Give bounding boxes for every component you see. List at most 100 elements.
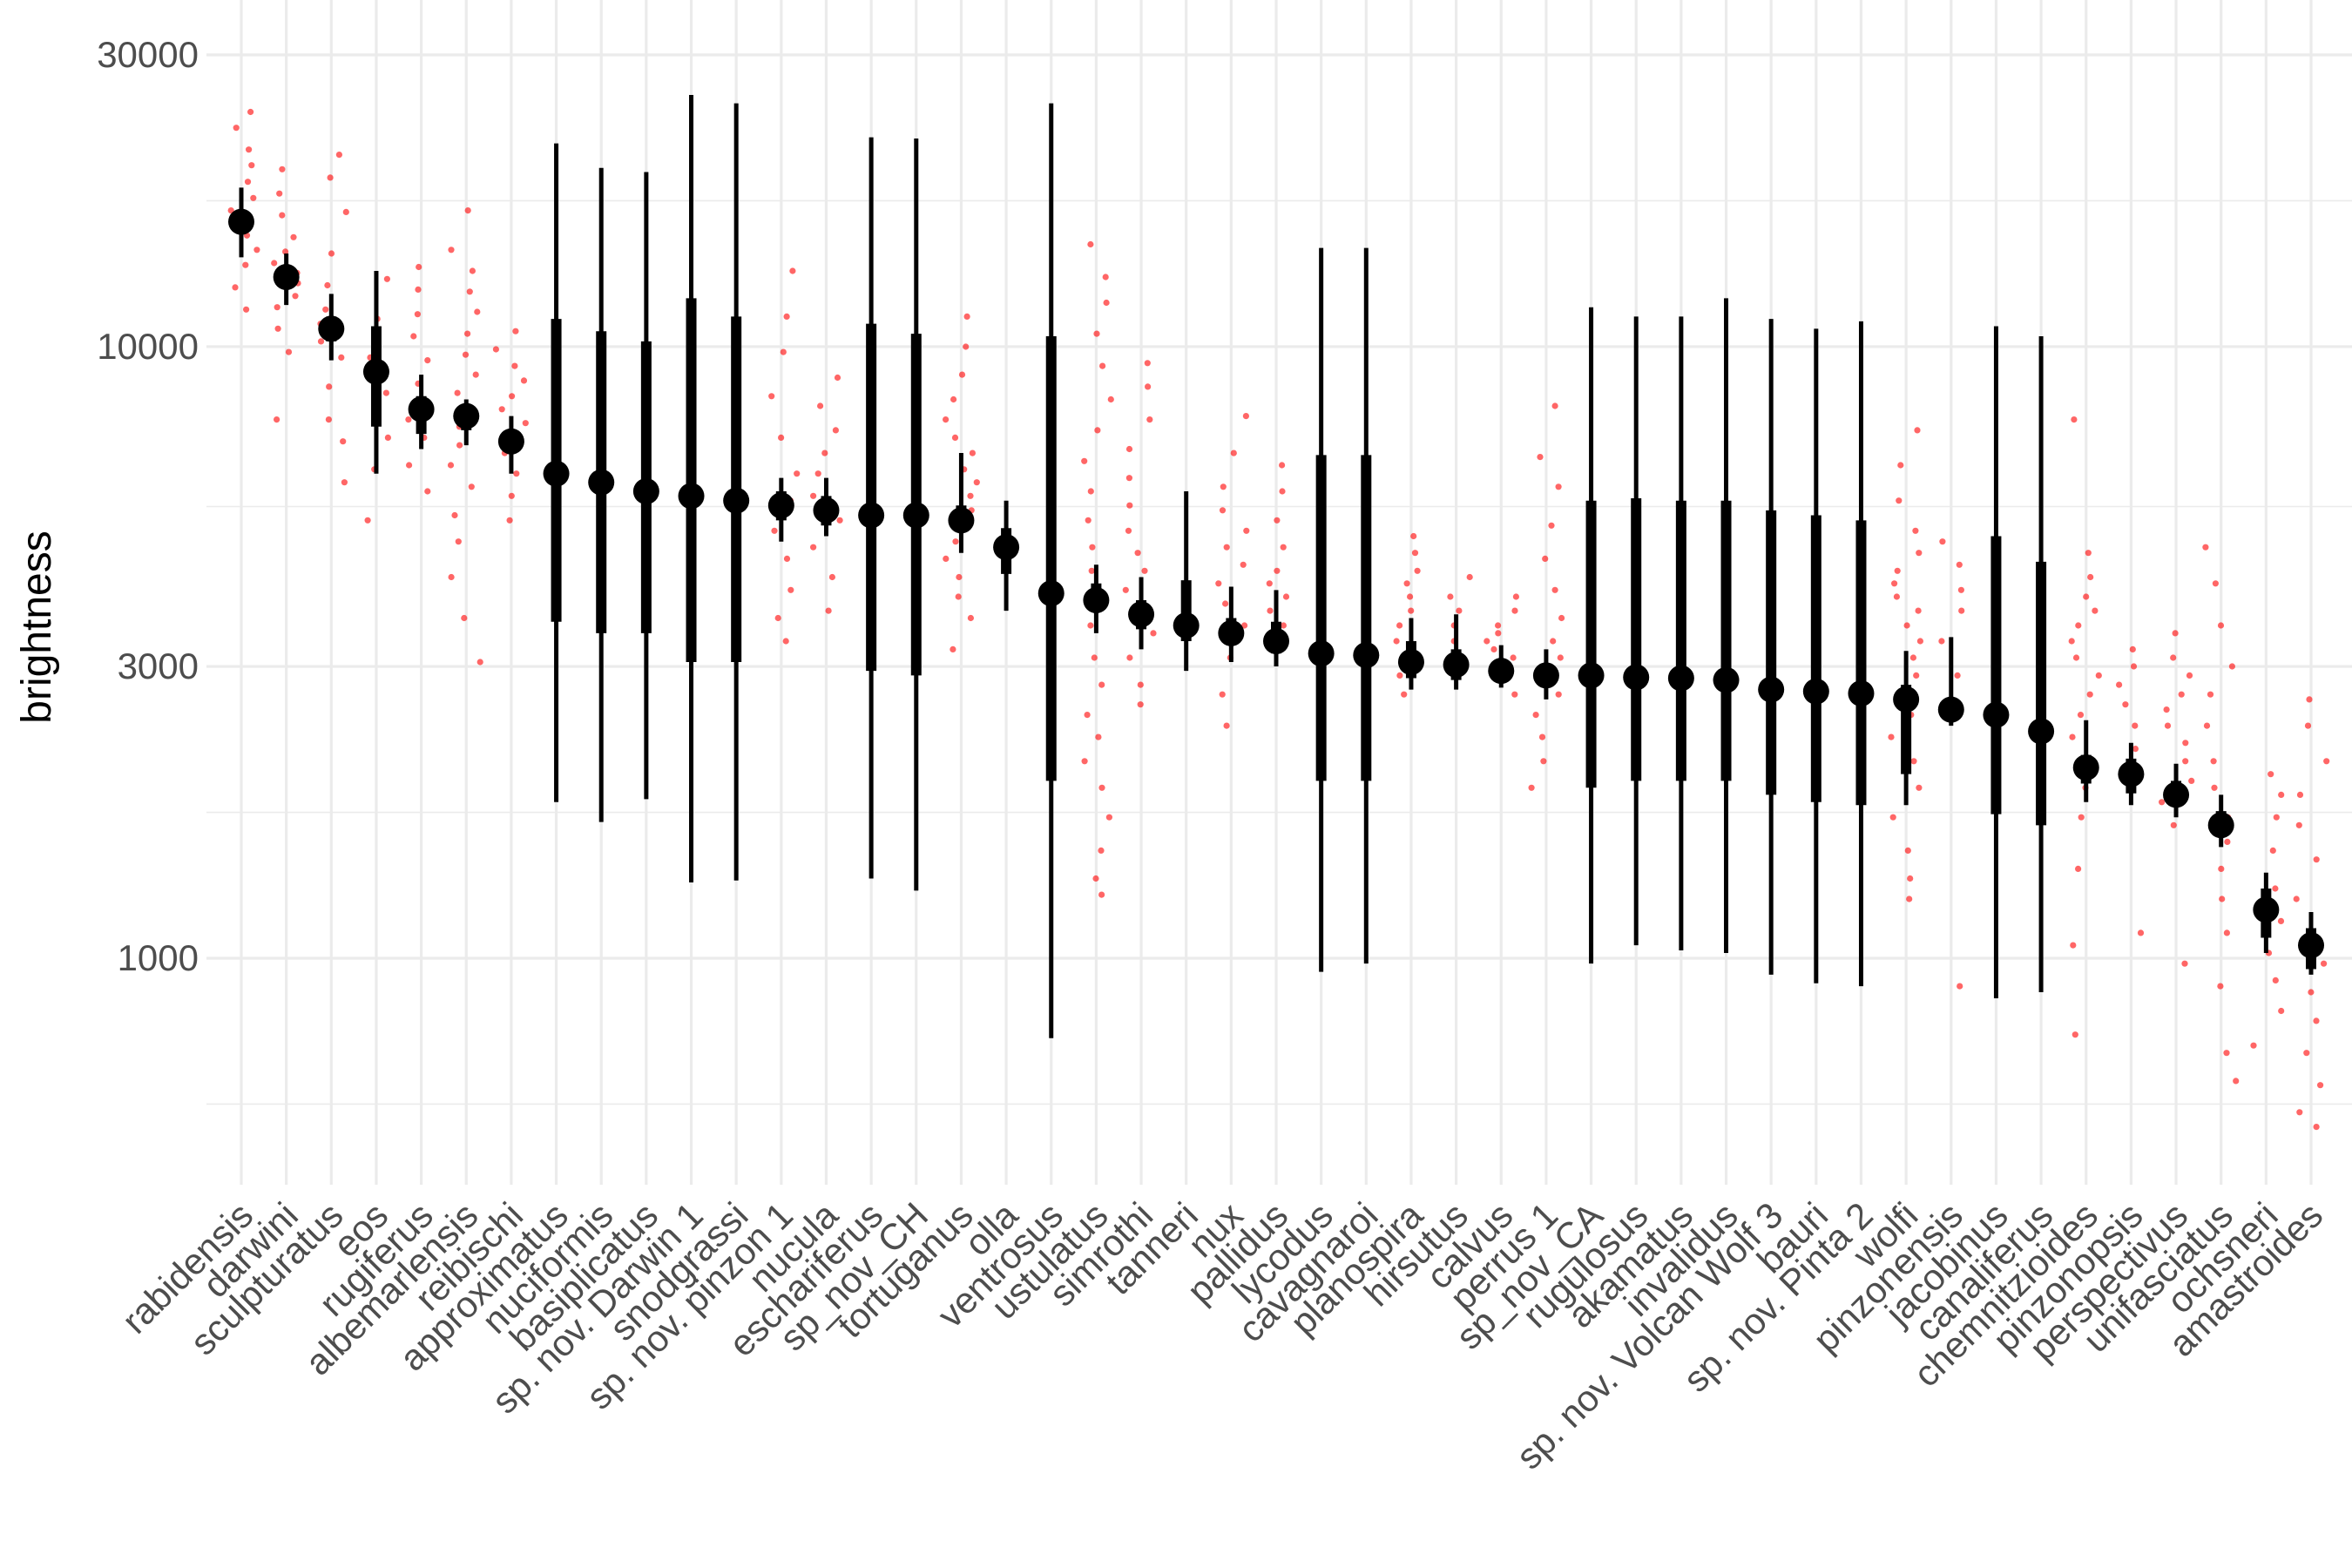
data-point [292,293,299,300]
summary-point [678,483,705,510]
data-point [285,348,293,355]
data-point [464,330,471,337]
data-point [828,573,836,581]
data-point [2217,622,2225,629]
data-point [2129,645,2136,653]
data-point [1219,691,1226,698]
data-point [1915,607,1922,614]
data-point [1538,733,1546,740]
summary-point [1532,662,1559,689]
data-point [1089,544,1096,551]
data-point [1510,654,1517,661]
data-point [454,389,461,396]
data-point [789,267,796,274]
data-point [513,470,520,477]
data-point [1240,561,1247,568]
data-point [1484,638,1490,645]
data-point [1126,502,1133,509]
summary-point [1173,612,1200,639]
data-point [2223,929,2230,936]
data-point [1414,567,1421,574]
data-point [2295,821,2302,828]
summary-point [1578,662,1605,689]
data-point [825,607,832,614]
data-point [1893,593,1900,600]
summary-point [588,469,615,496]
data-point [1401,691,1408,698]
data-point [322,306,329,313]
data-point [232,284,239,291]
data-point [1282,593,1290,600]
data-point [1267,607,1274,614]
data-point [2075,865,2082,873]
data-point [774,614,781,622]
summary-point [948,507,975,534]
data-point [462,351,470,358]
data-point [2277,917,2285,924]
data-point [2217,983,2224,990]
data-point [1528,784,1535,791]
summary-point [1758,676,1785,703]
data-point [1956,561,1963,568]
data-point [782,638,789,645]
data-point [468,483,475,490]
data-point [2116,681,2123,688]
data-point [2296,1109,2303,1116]
data-point [1137,681,1144,688]
data-point [1126,654,1133,661]
data-point [466,288,473,295]
data-point [778,434,785,441]
summary-point [497,428,524,455]
data-point [2095,672,2102,679]
data-point [1094,427,1101,434]
data-point [1223,722,1230,729]
data-point [290,233,297,240]
data-point [469,267,476,274]
data-point [2132,746,2139,753]
data-point [832,427,840,434]
data-point [1242,413,1249,420]
data-point [2313,1124,2320,1131]
data-point [2122,701,2129,708]
data-point [2130,663,2138,670]
data-point [1542,555,1549,563]
data-point [2304,722,2312,729]
data-point [2181,960,2188,967]
data-point [1916,638,1923,645]
data-point [384,434,391,441]
data-point [783,555,791,563]
data-point [1145,383,1152,390]
data-point [405,416,412,423]
data-point [274,325,281,332]
data-point [810,492,817,499]
data-point [447,462,455,469]
data-point [472,371,479,378]
data-point [338,354,345,361]
data-point [243,306,250,313]
summary-point [1083,586,1110,613]
data-point [1548,522,1555,529]
data-point [1403,580,1410,587]
data-point [2218,865,2225,873]
data-point [415,286,422,293]
data-point [1215,580,1222,587]
summary-point [1713,666,1740,693]
data-point [340,438,347,445]
data-point [1274,567,1281,574]
data-point [1222,600,1229,607]
data-point [1408,607,1415,614]
data-point [967,614,974,622]
data-point [2086,691,2093,698]
observation-points [227,108,2330,1131]
data-point [2137,929,2145,936]
data-point [2163,706,2170,713]
data-point [2083,593,2090,600]
data-point [834,374,841,382]
data-point [1957,983,1963,990]
data-point [1146,416,1153,423]
data-point [1144,360,1151,367]
data-point [810,544,817,551]
data-point [448,573,455,581]
data-point [1958,607,1965,614]
data-point [227,207,234,214]
